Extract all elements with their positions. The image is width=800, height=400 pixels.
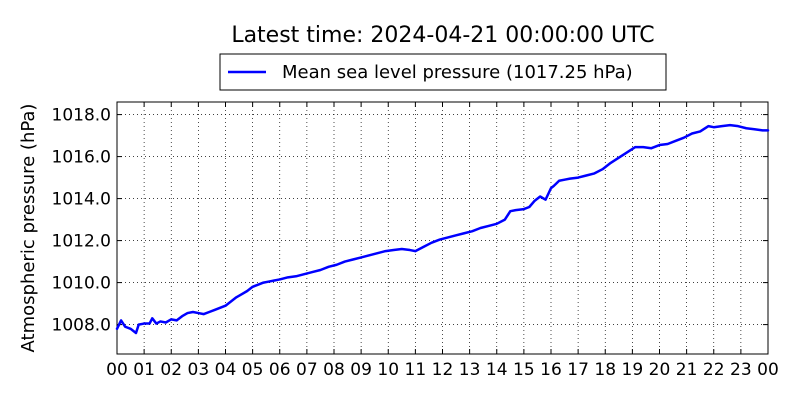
y-tick-labels: 1008.0 1010.0 1012.0 1014.0 1016.0 1018.0 — [52, 106, 111, 336]
y-tick-label: 1010.0 — [52, 274, 111, 294]
x-tick-label: 05 — [242, 360, 264, 380]
series-group — [115, 123, 770, 335]
chart-title: Latest time: 2024-04-21 00:00:00 UTC — [231, 23, 654, 48]
y-tick-label: 1016.0 — [52, 148, 111, 168]
x-tick-label: 15 — [513, 360, 535, 380]
series-line-pressure — [115, 123, 770, 335]
x-tick-label: 07 — [296, 360, 318, 380]
x-tick-label: 01 — [133, 360, 155, 380]
x-tick-label: 10 — [377, 360, 399, 380]
x-tick-label: 00 — [106, 360, 128, 380]
y-axis-label: Atmospheric pressure (hPa) — [18, 104, 39, 353]
x-tick-label: 03 — [188, 360, 210, 380]
x-tick-label: 18 — [594, 360, 616, 380]
x-tick-label: 21 — [676, 360, 698, 380]
x-tick-label: 13 — [459, 360, 481, 380]
x-tick-label: 11 — [405, 360, 427, 380]
legend: Mean sea level pressure (1017.25 hPa) — [219, 53, 667, 91]
y-tick-label: 1008.0 — [52, 316, 111, 336]
x-tick-label: 04 — [215, 360, 237, 380]
axis-ticks — [116, 102, 769, 354]
x-tick-label: 12 — [432, 360, 454, 380]
y-tick-label: 1014.0 — [52, 190, 111, 210]
x-tick-label: 23 — [730, 360, 752, 380]
x-tick-label: 00 — [757, 360, 779, 380]
y-tick-label: 1018.0 — [52, 106, 111, 126]
y-tick-label: 1012.0 — [52, 232, 111, 252]
x-tick-label: 14 — [486, 360, 508, 380]
x-tick-label: 19 — [622, 360, 644, 380]
x-tick-label: 09 — [350, 360, 372, 380]
x-tick-label: 17 — [567, 360, 589, 380]
x-tick-label: 22 — [703, 360, 725, 380]
x-tick-label: 08 — [323, 360, 345, 380]
legend-label: Mean sea level pressure (1017.25 hPa) — [282, 62, 633, 83]
x-tick-label: 16 — [540, 360, 562, 380]
legend-box — [219, 53, 667, 91]
grid — [117, 102, 768, 354]
x-tick-label: 20 — [649, 360, 671, 380]
x-tick-label: 02 — [160, 360, 182, 380]
x-tick-labels: 00 01 02 03 04 05 06 07 08 09 10 11 12 13 14 15 16 17 18 19… — [106, 360, 779, 380]
x-tick-label: 06 — [269, 360, 291, 380]
